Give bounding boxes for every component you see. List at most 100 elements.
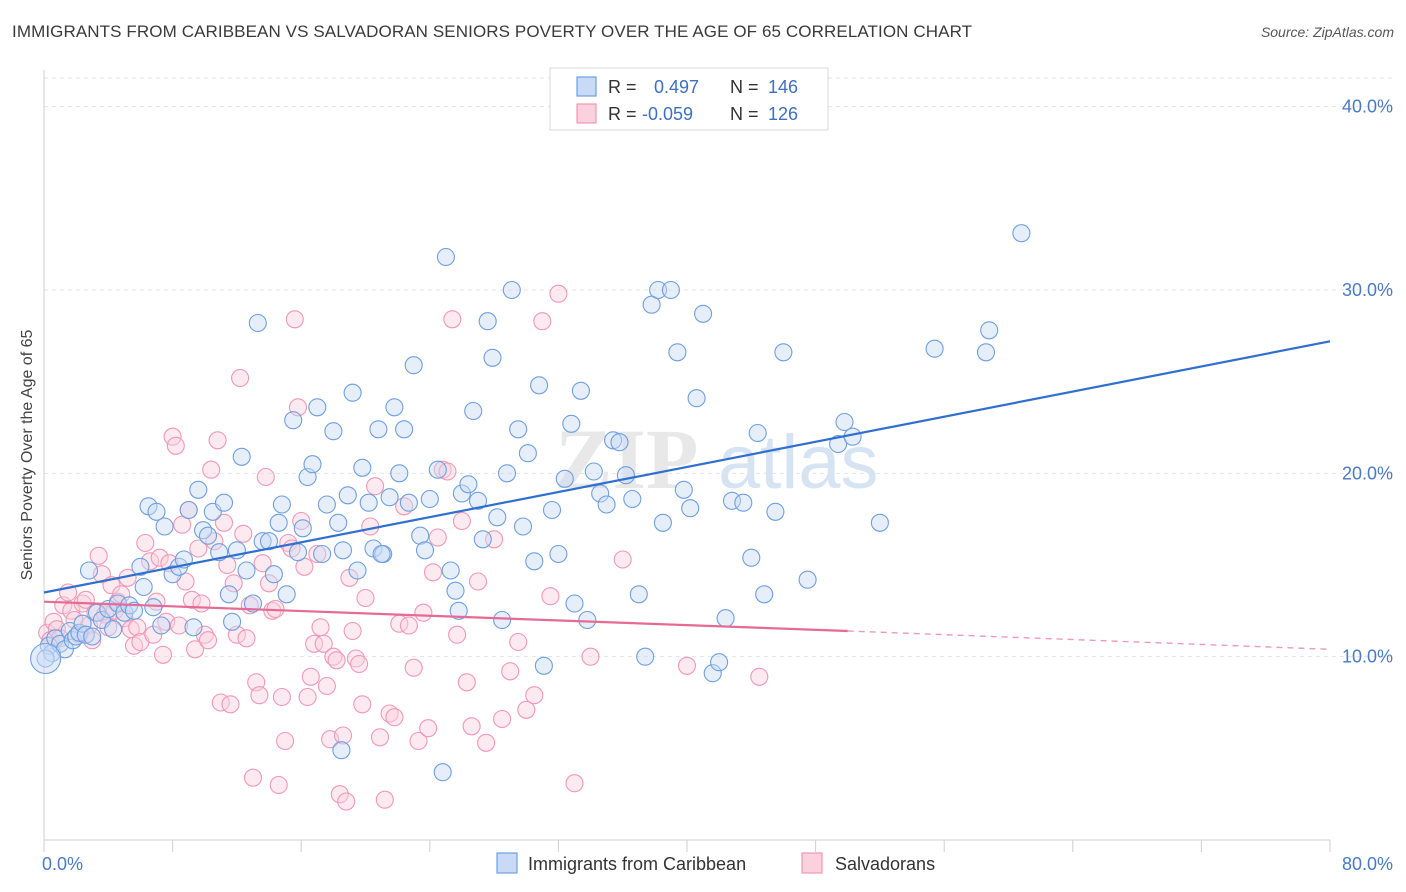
x-tick-label-max: 80.0% (1342, 854, 1393, 874)
salvadorans-point (517, 700, 536, 719)
caribbean-point (237, 561, 256, 580)
salvadorans-point (677, 656, 697, 675)
caribbean-point (1012, 224, 1031, 243)
salvadorans-point (333, 726, 353, 745)
salvadorans-point (292, 511, 311, 531)
caribbean-point (284, 411, 303, 430)
salvadorans-point (443, 310, 462, 329)
salvadorans-point (128, 618, 147, 637)
caribbean-point (380, 488, 399, 507)
caribbean-point (534, 656, 553, 675)
caribbean-point (436, 247, 455, 267)
caribbean-point (232, 447, 251, 466)
caribbean-point (399, 493, 418, 512)
caribbean-point (308, 398, 327, 417)
caribbean-point (404, 356, 423, 375)
salvadorans-point (237, 629, 256, 648)
caribbean-point (610, 433, 629, 452)
salvadorans-point (169, 616, 189, 635)
salvadorans-point (414, 603, 433, 622)
salvadorans-point (477, 733, 496, 752)
caribbean-point (147, 502, 166, 521)
caribbean-point (542, 500, 562, 520)
caribbean-point (449, 601, 468, 620)
caribbean-point (348, 561, 367, 580)
caribbean-point (179, 500, 198, 520)
salvadorans-point (89, 546, 108, 565)
salvadorans-point (298, 687, 317, 707)
salvadorans-point (166, 436, 185, 455)
salvadorans-point (231, 368, 250, 388)
y-tick-label-40: 40.0% (1342, 97, 1393, 117)
salvadorans-point (317, 676, 336, 696)
caribbean-point (333, 541, 353, 560)
caribbean-point (976, 343, 996, 362)
x-tick-label-min: 0.0% (42, 854, 83, 874)
salvadorans-point (404, 658, 423, 677)
caribbean-point (755, 585, 774, 604)
caribbean-point (555, 469, 574, 488)
caribbean-point (649, 280, 668, 300)
caribbean-point (324, 422, 343, 441)
salvadorans-point (150, 548, 169, 567)
caribbean-point (219, 585, 238, 604)
caribbean-point (269, 513, 288, 532)
caribbean-point (214, 493, 234, 512)
salvadorans-point (208, 431, 227, 450)
caribbean-point (766, 502, 785, 521)
caribbean-point (338, 486, 357, 505)
caribbean-point (629, 585, 648, 604)
caribbean-point (152, 616, 171, 635)
salvadorans-point (409, 731, 428, 751)
caribbean-point (385, 398, 404, 417)
caribbean-point (452, 484, 471, 503)
caribbean-point (317, 495, 336, 514)
caribbean-point (264, 565, 283, 584)
salvadorans-point (350, 654, 369, 674)
caribbean-point (694, 304, 713, 323)
salvadorans-point (468, 572, 488, 591)
salvadorans-point (202, 460, 221, 479)
salvadorans-point (234, 524, 253, 543)
caribbean-point (243, 594, 263, 613)
caribbean-point (433, 763, 452, 782)
salvadorans-point (356, 588, 375, 608)
caribbean-point (525, 552, 544, 571)
salvadorans-point (285, 310, 304, 329)
caribbean-point-cluster (30, 642, 62, 675)
caribbean-point (420, 489, 439, 509)
caribbean-point (441, 561, 460, 580)
caribbean-point (478, 312, 497, 331)
salvadorans-point (525, 686, 544, 705)
salvadorans-point (301, 667, 320, 686)
legend-r-value-1: 0.497 (654, 77, 699, 97)
caribbean-point (79, 561, 99, 580)
salvadorans-point (346, 649, 365, 668)
salvadorans-point (750, 667, 769, 686)
caribbean-point (293, 519, 312, 538)
bottom-legend-label-1: Immigrants from Caribbean (528, 854, 746, 874)
salvadorans-point (549, 284, 568, 303)
salvadorans-point (141, 552, 160, 571)
caribbean-point (798, 570, 817, 589)
caribbean-point (353, 458, 372, 477)
salvadorans-point (375, 790, 394, 809)
legend-n-label-1: N = (730, 77, 759, 97)
salvadorans-point (256, 467, 275, 487)
caribbean-point (415, 541, 435, 560)
salvadorans-point (370, 728, 390, 747)
series-immigrants-from-caribbean (30, 224, 1031, 782)
salvadorans-point (221, 695, 240, 714)
trend-line-salvadorans-extension (847, 630, 1331, 651)
caribbean-point (571, 381, 590, 400)
salvadorans-point (195, 625, 214, 644)
bottom-legend-swatch-pink (801, 852, 823, 874)
caribbean-point (562, 414, 581, 433)
salvadorans-point (462, 717, 481, 736)
y-axis-label: Seniors Poverty Over the Age of 65 (19, 330, 36, 581)
salvadorans-point (327, 651, 346, 670)
caribbean-point (223, 612, 242, 631)
caribbean-point (83, 627, 102, 646)
caribbean-point (459, 475, 478, 494)
caribbean-point (303, 455, 322, 474)
